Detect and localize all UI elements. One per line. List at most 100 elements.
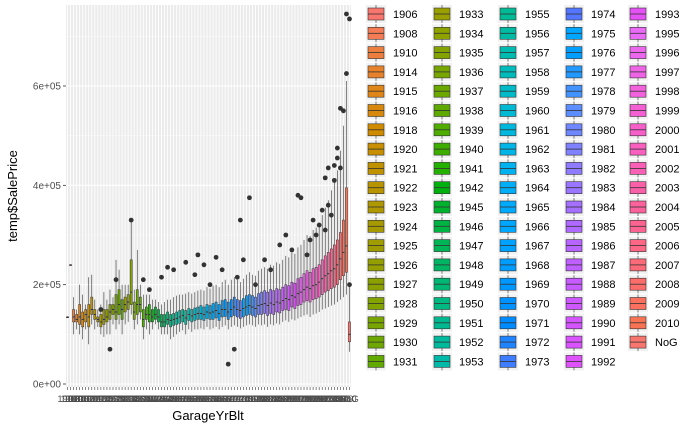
box-1936 [132, 289, 136, 330]
box-1938 [138, 284, 142, 320]
y-tick-label: 4e+05 [33, 181, 62, 192]
box-body [302, 273, 306, 303]
legend-label: 1915 [393, 86, 417, 98]
box-body [263, 290, 266, 314]
x-tick-label: 1984 [261, 394, 281, 404]
x-tick-label: 1922 [85, 394, 105, 404]
legend-item-1976: 1976 [564, 43, 615, 62]
y-axis-label: temp$SalePrice [5, 150, 20, 242]
legend-label: 1924 [393, 221, 417, 233]
outlier-point [277, 242, 283, 248]
legend-label: 2009 [655, 299, 679, 311]
legend-item-1986: 1986 [564, 236, 615, 255]
box-1959 [193, 292, 197, 330]
box-1993 [296, 247, 300, 319]
legend-label: 1997 [655, 67, 679, 79]
outlier-point [313, 232, 319, 238]
box-1987 [278, 263, 282, 325]
legend-label: 2006 [655, 241, 679, 253]
x-tick-label: 1981 [252, 394, 272, 404]
box-1974 [238, 282, 242, 329]
legend-item-2000: 2000 [628, 120, 679, 139]
outlier-point [113, 277, 119, 283]
legend-label: 1996 [655, 48, 679, 60]
x-tick-label: 1916 [73, 394, 93, 404]
x-tick-label: 2002 [312, 394, 332, 404]
legend-item-1970: 1970 [498, 294, 549, 313]
boxes [66, 81, 351, 352]
legend-label: 1986 [591, 241, 615, 253]
box-1995 [299, 244, 303, 317]
legend-item-1951: 1951 [432, 313, 483, 332]
legend-label: 1980 [591, 125, 615, 137]
box-body [114, 294, 118, 320]
box-1980 [257, 270, 260, 325]
outlier-point [253, 282, 258, 288]
legend-item-2003: 2003 [628, 178, 679, 197]
legend-item-NoG: NoG [628, 333, 678, 352]
box-1966 [214, 284, 218, 327]
outlier-point [140, 277, 146, 283]
box-1999 [311, 230, 315, 315]
box-1986 [275, 262, 279, 324]
box-1991 [290, 252, 294, 320]
legend-item-1956: 1956 [498, 24, 549, 43]
box-1926 [105, 299, 109, 335]
legend-label: 1960 [525, 106, 549, 118]
x-tick-label: 2001 [309, 394, 329, 404]
legend-item-1929: 1929 [366, 313, 417, 332]
box-1971 [229, 279, 233, 327]
box-1965 [211, 285, 215, 329]
box-body [199, 305, 203, 320]
outlier-point [304, 252, 310, 258]
x-tick-label: 1964 [200, 394, 220, 404]
box-body [332, 244, 336, 288]
legend-label: 2002 [655, 163, 679, 175]
box-1947 [160, 304, 163, 335]
x-tick-label: 1906 [58, 394, 78, 404]
legend-item-1936: 1936 [432, 62, 483, 81]
outlier-point [347, 282, 352, 288]
y-tick-label: 2e+05 [33, 280, 62, 291]
outlier-point [213, 254, 219, 260]
box-body [242, 298, 245, 318]
box-1973 [235, 279, 239, 327]
legend-label: 1923 [393, 202, 417, 214]
legend-label: 1906 [393, 9, 417, 21]
legend-label: 2001 [655, 144, 679, 156]
box-body [90, 296, 94, 315]
legend-item-1973: 1973 [498, 352, 549, 371]
legend-item-1918: 1918 [366, 120, 417, 139]
legend-label: 1990 [591, 318, 615, 330]
legend-item-1963: 1963 [498, 159, 549, 178]
box-NoG [348, 284, 351, 352]
legend-item-1915: 1915 [366, 82, 417, 101]
legend-item-1955: 1955 [498, 5, 549, 23]
box-2008 [339, 150, 342, 300]
legend-label: 1920 [393, 144, 417, 156]
legend-item-1942: 1942 [432, 178, 483, 197]
x-tick-label: 1914 [67, 394, 87, 404]
outlier-point [325, 202, 331, 208]
legend-item-1979: 1979 [564, 101, 615, 120]
outlier-point [262, 257, 267, 263]
legend-label: 1983 [591, 183, 615, 195]
x-tick-label: 1979 [245, 394, 265, 404]
box-body [251, 295, 254, 316]
outlier-point [328, 212, 334, 218]
legend-item-2006: 2006 [628, 236, 679, 255]
legend-label: 1955 [525, 9, 549, 21]
legend-label: 1987 [591, 260, 615, 272]
y-tick-label: 0e+00 [33, 380, 62, 391]
x-tick-label: 1959 [185, 394, 205, 404]
box-1985 [272, 265, 276, 326]
x-tick-label: 1973 [227, 394, 247, 404]
x-tick-label: 1967 [209, 394, 229, 404]
box-2005 [329, 190, 333, 306]
legend-label: 1922 [393, 183, 417, 195]
legend-item-1978: 1978 [564, 82, 615, 101]
legend-item-1940: 1940 [432, 140, 483, 159]
x-tick-label: 1962 [194, 394, 214, 404]
box-body [342, 219, 345, 276]
